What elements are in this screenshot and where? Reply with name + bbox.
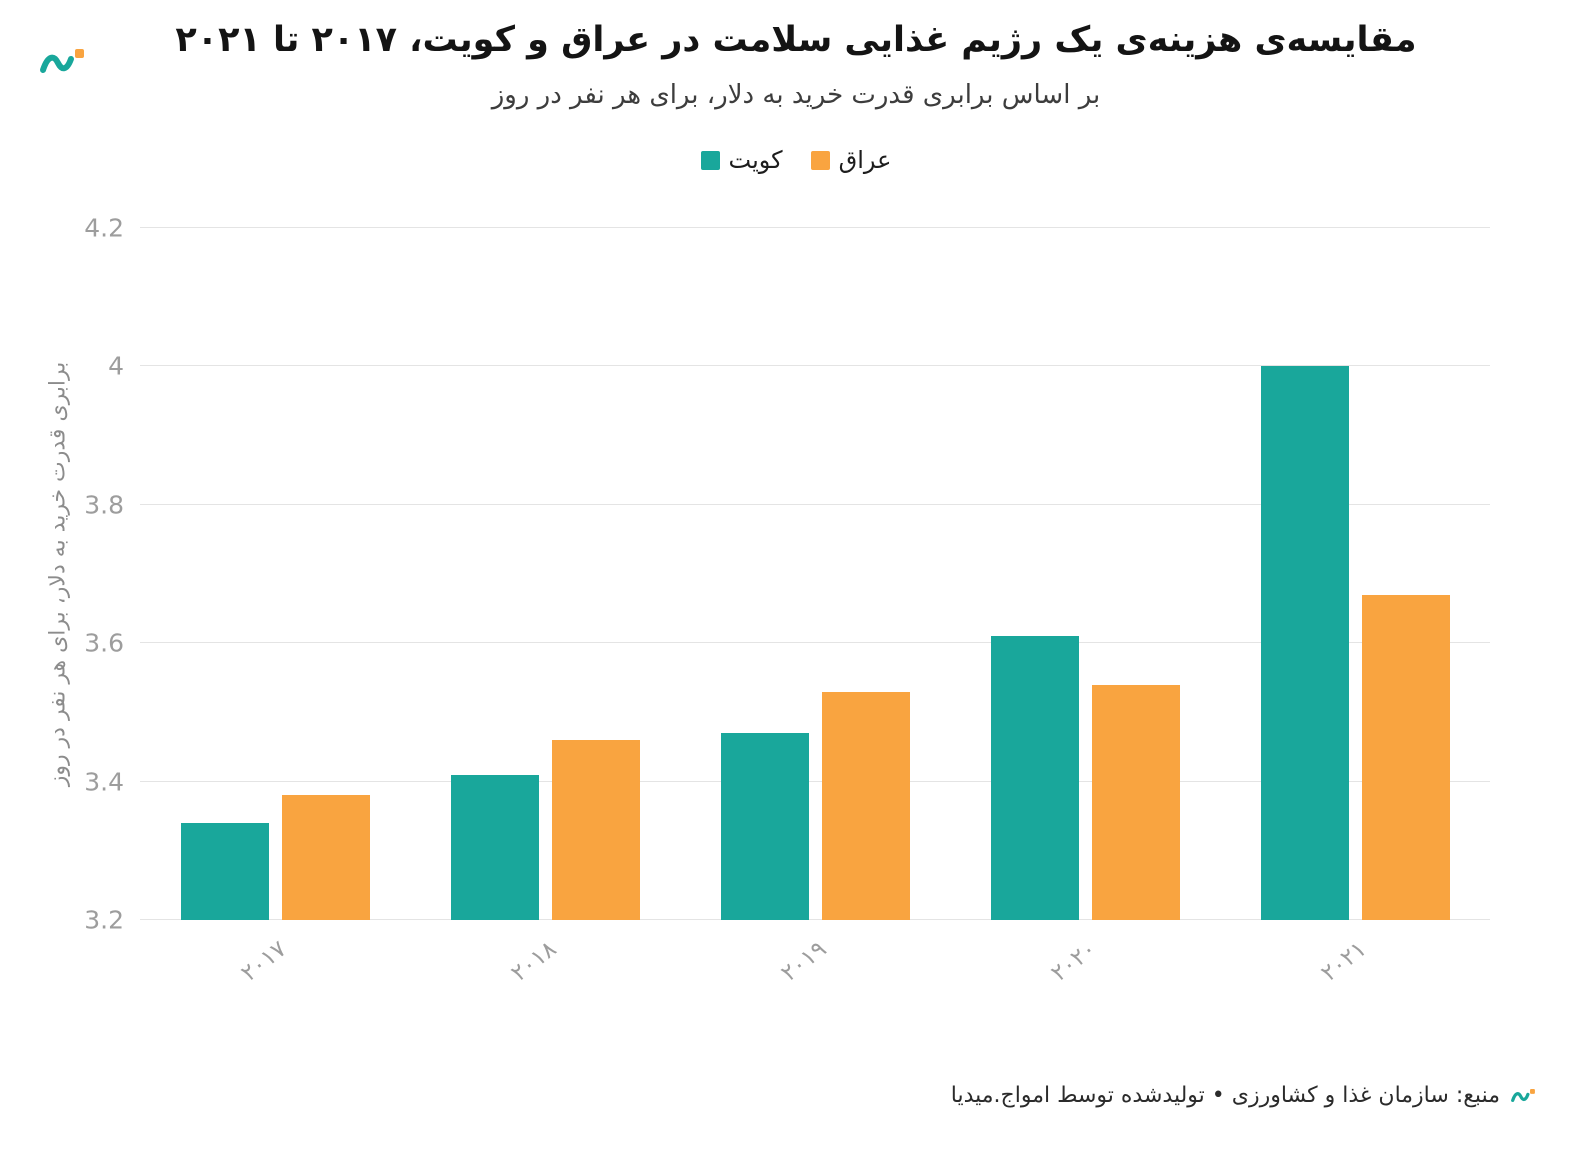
bar-iraq-2 <box>551 740 640 920</box>
legend-label-iraq: عراق <box>838 146 892 174</box>
legend-swatch-iraq <box>810 150 830 170</box>
y-tick-label: 3.6 <box>84 628 124 658</box>
bar-group-5: ۲۰۲۱ <box>1260 228 1450 987</box>
bar-group-2: ۲۰۱۸ <box>450 228 640 987</box>
bar-kuwait-5 <box>1260 366 1349 920</box>
bar-group-3: ۲۰۱۹ <box>720 228 910 987</box>
gridline <box>140 227 1490 228</box>
gridline <box>140 365 1490 367</box>
legend-label-kuwait: کویت <box>728 146 783 174</box>
y-tick-label: 3.2 <box>84 905 124 935</box>
y-tick-label: 3.4 <box>84 767 124 797</box>
x-tick-label: ۲۰۲۱ <box>1316 936 1372 987</box>
bar-iraq-1 <box>281 795 370 920</box>
bar-iraq-5 <box>1361 594 1450 920</box>
plot-area: 3.2 3.4 3.6 3.8 4 4.2 ۲۰۱۷ ۲۰۱۸ ۲۰۱۹ ۲۰۲۰ ۲۰۲۱ <box>84 216 1490 987</box>
bar-kuwait-1 <box>180 823 269 920</box>
y-tick-label: 3.8 <box>84 490 124 520</box>
legend-swatch-kuwait <box>700 150 720 170</box>
x-tick-label: ۲۰۲۰ <box>1046 936 1102 987</box>
x-tick-label: ۲۰۱۹ <box>776 936 832 987</box>
bar-kuwait-2 <box>450 774 539 920</box>
source-note: منبع: سازمان غذا و کشاورزی • تولیدشده تو… <box>951 1083 1536 1108</box>
x-tick-label: ۲۰۱۷ <box>236 936 292 987</box>
bar-iraq-3 <box>821 691 910 920</box>
source-text: منبع: سازمان غذا و کشاورزی • تولیدشده تو… <box>950 1083 1500 1108</box>
amwaj-logo-icon <box>40 49 84 73</box>
amwaj-logo-small-icon <box>1511 1089 1535 1102</box>
bar-group-4: ۲۰۲۰ <box>990 228 1180 987</box>
amwaj-logo <box>38 46 86 76</box>
gridline <box>140 919 1490 920</box>
bar-group-1: ۲۰۱۷ <box>180 228 370 987</box>
bar-kuwait-4 <box>990 636 1079 920</box>
y-tick-label: 4 <box>108 351 124 381</box>
chart-title: مقایسه‌ی هزینه‌ی یک رژیم غذایی سلامت در … <box>175 20 1417 60</box>
legend-item-iraq: عراق <box>810 146 892 174</box>
legend-item-kuwait: کویت <box>700 146 783 174</box>
x-tick-label: ۲۰۱۸ <box>506 936 562 987</box>
bar-iraq-4 <box>1091 684 1180 920</box>
bar-kuwait-3 <box>720 733 809 920</box>
gridline <box>140 503 1490 505</box>
y-axis-title: برابری قدرت خرید به دلار، برای هر نفر در… <box>45 361 71 787</box>
chart-subtitle: بر اساس برابری قدرت خرید به دلار، برای ه… <box>491 80 1101 110</box>
gridlines: 3.2 3.4 3.6 3.8 4 4.2 <box>84 216 1490 933</box>
bars-layer: ۲۰۱۷ ۲۰۱۸ ۲۰۱۹ ۲۰۲۰ ۲۰۲۱ <box>140 228 1490 987</box>
gridline <box>140 780 1490 782</box>
y-tick-label: 4.2 <box>84 213 124 243</box>
legend: کویت عراق <box>0 146 1592 174</box>
gridline <box>140 642 1490 644</box>
